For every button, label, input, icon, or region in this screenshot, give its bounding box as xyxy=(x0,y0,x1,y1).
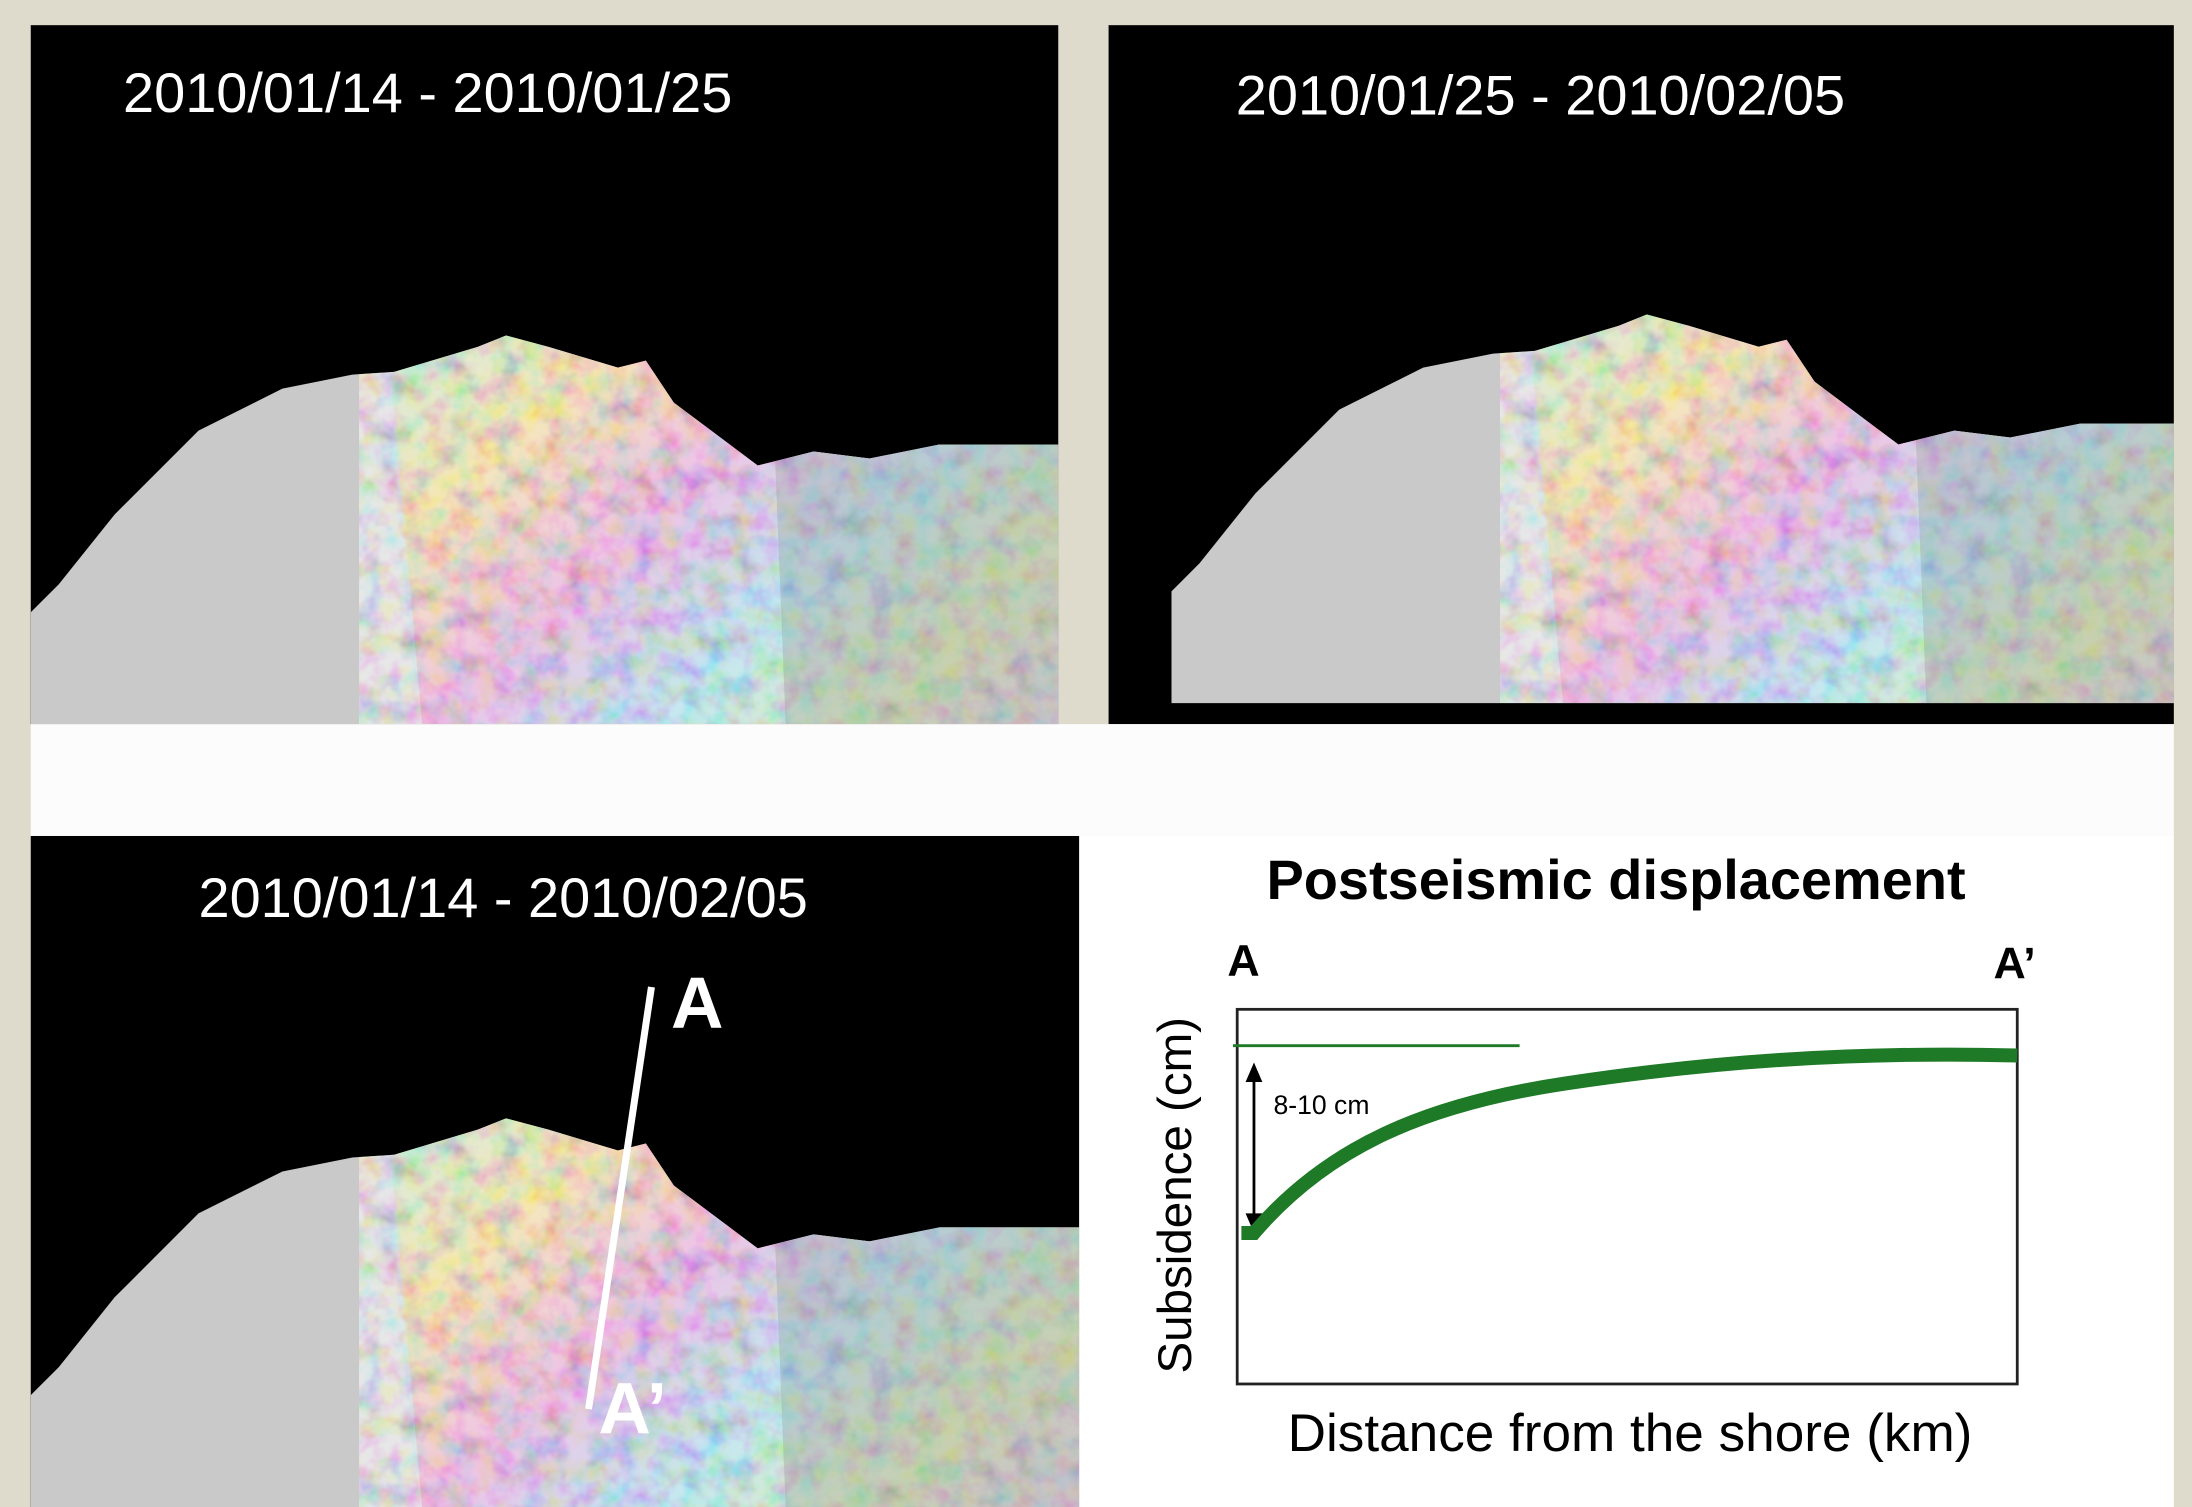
profile-end: A’ xyxy=(598,1368,667,1449)
figure: 2010/01/14 - 2010/01/25 2010/01/25 - 201… xyxy=(0,0,2192,1507)
plot-title: Postseismic displacement xyxy=(1266,848,1965,911)
y-axis-label: Subsidence (cm) xyxy=(1149,1017,1202,1374)
end-label: A’ xyxy=(1993,940,2035,989)
panel-title: 2010/01/25 - 2010/02/05 xyxy=(1236,64,1845,127)
separator xyxy=(31,724,2174,836)
panel-title: 2010/01/14 - 2010/02/05 xyxy=(199,866,808,929)
page: {"panels": [ {"title": "2010/01/14 - 201… xyxy=(0,0,2192,1507)
x-axis-label: Distance from the shore (km) xyxy=(1288,1404,1973,1463)
start-label: A xyxy=(1227,937,1259,986)
profile-start: A xyxy=(671,963,723,1044)
panel-title: 2010/01/14 - 2010/01/25 xyxy=(123,61,732,124)
annotation: 8-10 cm xyxy=(1274,1090,1370,1120)
